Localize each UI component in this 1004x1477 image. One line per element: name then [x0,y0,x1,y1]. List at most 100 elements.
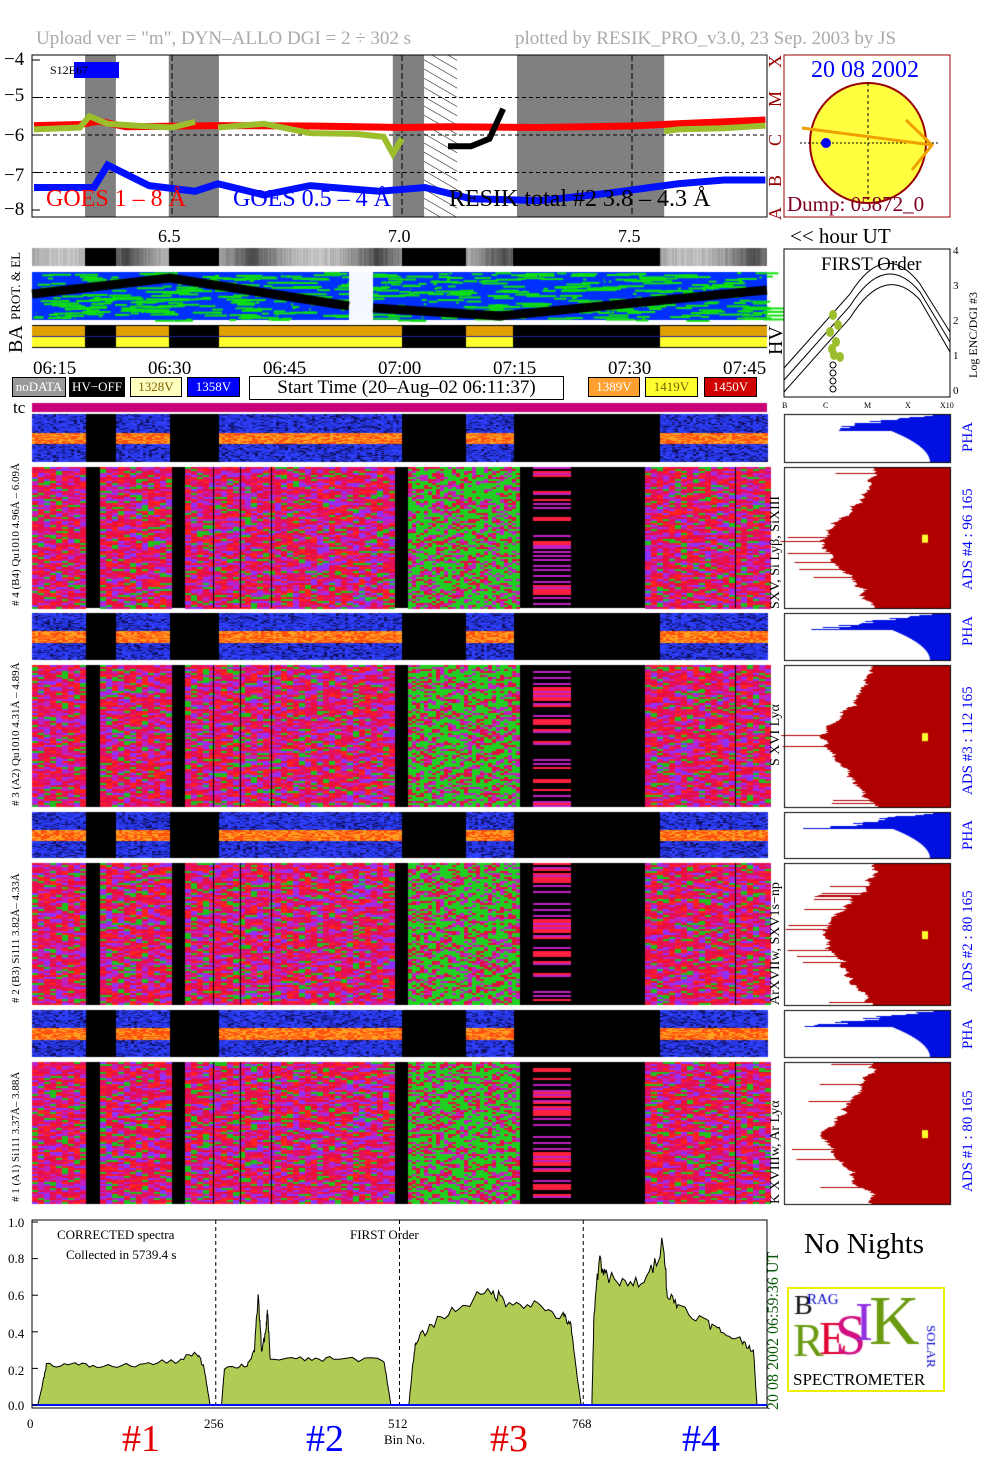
goes-long-label: GOES 1 – 8 Å [46,186,187,212]
ads-label-1: ADS #1 : 80 165 [960,1090,976,1192]
class-label-c: C [765,133,785,146]
spec-ytick: 0.2 [8,1363,25,1378]
goes-ytick: −7 [4,165,25,186]
legend-hv-off: HV−OFF [69,377,125,397]
channel-3-label: # 3 (A2) Qu1010 4.31Å – 4.89Å [10,662,22,806]
channel-4-lines: SXV, Si Lyβ, SiXIII [768,495,783,609]
goes-ytick: −6 [4,125,25,146]
fo-xtick: M [864,401,872,410]
resik-total-label: RESIK total #2 3.8 – 4.3 Å [449,186,711,212]
spec-ytick: 0.6 [8,1288,25,1303]
fo-ytick: 2 [953,315,959,327]
channel-3-lines: S XVI Lyα [768,704,783,766]
time-tick: 07:15 [493,358,537,379]
ba-label: BA [5,325,27,353]
time-tick: 07:45 [723,358,767,379]
goes-xtick: 7.0 [388,226,411,246]
legend-1328v: 1328V [130,377,182,397]
ads-label-2: ADS #2 : 80 165 [960,890,976,992]
spectrum-area-#3 [408,1287,582,1406]
channel-2-lines: ArXVIIw, SXV1s−np [768,882,783,1005]
start-time-box: Start Time (20–Aug–02 06:11:37) [249,376,564,400]
ads-label-3: ADS #3 : 112 165 [960,686,976,795]
sun-dump: Dump: 05872_0 [787,192,925,216]
class-label-b: B [765,174,785,187]
channel-1-label: # 1 (A1) Si111 3.37Å– 3.88Å [10,1071,22,1202]
first-order-frame [783,248,951,398]
fo-xtick: B [782,401,788,410]
first-order-point [834,320,842,330]
pha-label-1: PHA [960,1018,976,1049]
spec-ytick: 0.4 [8,1326,25,1341]
region-marker [74,62,119,78]
channel-4-label: # 4 (B4) Qu1010 4.96Å – 6.09Å [10,463,22,606]
channel-label-3: #3 [490,1418,528,1460]
resik-total-line [217,120,405,160]
spectrum-area-#4 [591,1237,758,1406]
channel-label-4: #4 [682,1418,720,1460]
first-order-point [828,344,836,354]
class-label-a: A [765,207,785,220]
channel-2-label: # 2 (B3) Si111 3.82Å– 4.33Å [10,873,22,1003]
first-order-circle [829,385,837,393]
spec-xtick: 512 [388,1416,408,1431]
first-order-curve [783,262,951,369]
pha-label-3: PHA [960,615,976,646]
first-order-curve [783,273,951,381]
x-unit-label: << hour UT [790,224,891,248]
time-tick: 06:15 [33,358,77,379]
fo-ytick: 0 [953,385,959,397]
spec-note-corrected: CORRECTED spectra [57,1227,175,1242]
prot-el-label: PROT. & EL [8,251,23,320]
pha-label-2: PHA [960,819,976,850]
fo-xtick: C [823,401,829,410]
goes-short-line [34,160,766,205]
time-tick: 07:30 [608,358,652,379]
header-plotted-by: plotted by RESIK_PRO_v3.0, 23 Sep. 2003 … [515,28,897,49]
channel-1-lines: K XVIIIw, Ar Lyα [768,1100,783,1204]
spectrum-area-#2 [220,1294,392,1406]
fo-ytick: 3 [953,280,959,292]
arrow-head-icon [904,118,935,171]
fo-ytick: 1 [953,350,959,362]
resik-logo: SPECTROMETER [787,1287,945,1392]
first-order-curve [783,284,951,393]
spec-note-collected: Collected in 5739.4 s [66,1247,177,1262]
legend-nodata: noDATA [12,377,66,397]
resik-total-line [663,122,766,135]
region-label: S12E67 [50,63,89,77]
spec-xlabel: Bin No. [384,1432,426,1447]
channel-label-1: #1 [122,1418,160,1460]
legend-1358v: 1358V [187,377,240,397]
goes-ytick: −4 [4,49,25,70]
first-order-point [826,327,834,337]
first-order-circle [829,377,837,385]
first-order-point [832,337,840,347]
goes-short-label: GOES 0.5 – 4 Å [233,186,392,212]
tc-label: tc [13,398,26,417]
goes-ytick: −8 [4,199,25,220]
first-order-title: FIRST Order [821,254,922,275]
orbit-arrow [801,126,933,147]
spectrum-area-#1 [37,1351,211,1406]
channel-label-2: #2 [306,1418,344,1460]
class-label-m: M [765,90,785,107]
first-order-circle [829,361,837,369]
resik-logo-lettering [789,1289,943,1369]
fo-xtick: X [905,401,911,410]
spec-ytick: 1.0 [8,1215,25,1230]
resik-total-line [448,107,506,150]
first-order-point [836,352,844,362]
no-nights-label: No Nights [804,1228,925,1260]
spec-timestamp: 20 08 2002 06:59:36 UT [765,1251,782,1410]
hv-label: HV [765,326,787,355]
spec-xtick: 768 [572,1416,592,1431]
spec-ytick: 0.0 [8,1398,25,1413]
class-label-x: X [765,55,785,68]
time-tick: 06:45 [263,358,307,379]
goes-plot-frame [31,54,768,218]
legend-1389v: 1389V [588,377,640,397]
